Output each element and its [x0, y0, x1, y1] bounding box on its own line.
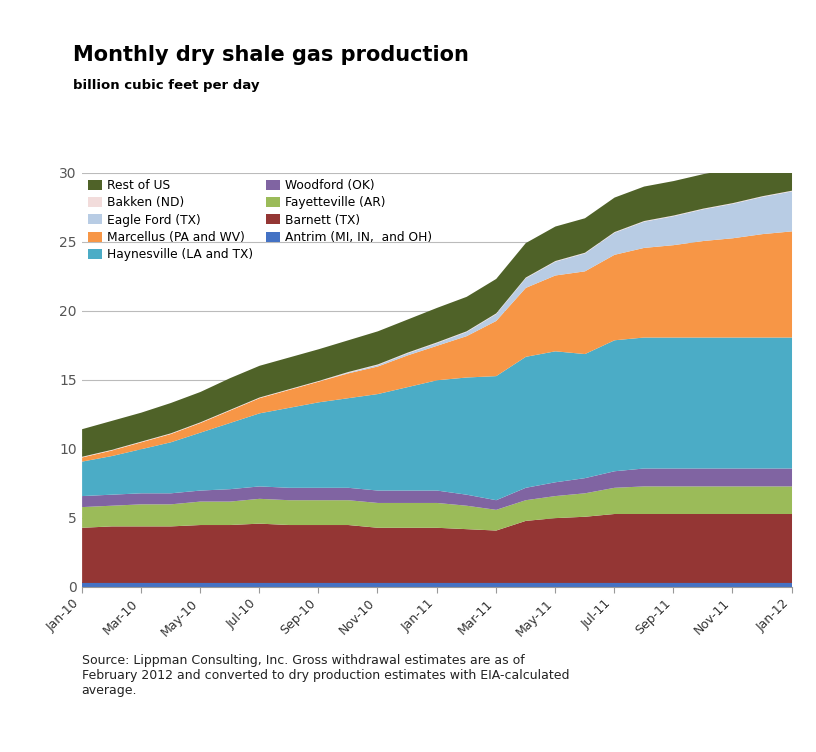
Legend: Rest of US, Bakken (ND), Eagle Ford (TX), Marcellus (PA and WV), Haynesville (LA: Rest of US, Bakken (ND), Eagle Ford (TX)…	[87, 179, 432, 261]
Text: Source: Lippman Consulting, Inc. Gross withdrawal estimates are as of
February 2: Source: Lippman Consulting, Inc. Gross w…	[82, 654, 569, 697]
Text: Monthly dry shale gas production: Monthly dry shale gas production	[73, 45, 469, 65]
Text: billion cubic feet per day: billion cubic feet per day	[73, 79, 260, 92]
